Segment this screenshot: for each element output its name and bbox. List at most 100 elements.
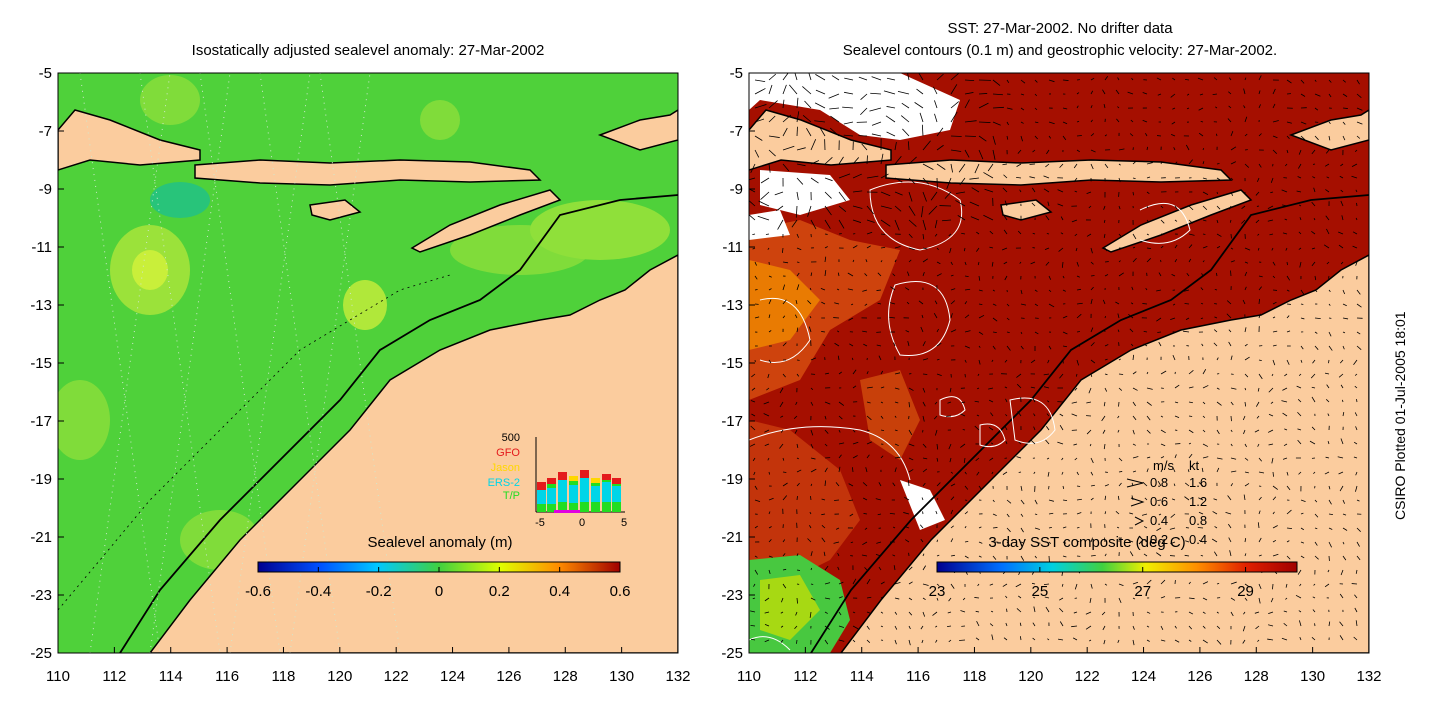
y-tick-label: -13 [721, 297, 743, 314]
sumba-land [309, 199, 362, 221]
sst-cooler-patch [749, 220, 900, 400]
australia-land [840, 254, 1369, 653]
sst-cooler-patch [749, 260, 820, 350]
colorbar-tick-label: -0.4 [305, 583, 331, 600]
y-tick-label: -7 [39, 123, 52, 140]
x-tick-label: 128 [553, 668, 578, 685]
data-count-inset: 500 GFO Jason ERS-2 T/P -5 0 5 [488, 432, 627, 529]
colorbar-tick-label: 0.2 [489, 583, 510, 600]
australia-land [149, 254, 678, 653]
x-tick-label: 124 [440, 668, 465, 685]
sla-shelf-patch [530, 200, 670, 260]
velocity-legend-kt: 1.2 [1189, 494, 1207, 509]
x-tick-label: 116 [215, 668, 239, 685]
colorbar-tick-label: 0.4 [549, 583, 570, 600]
velocity-legend: m/s kt 0.8 1.6 0.6 1.2 0.4 0.8 0.2 0.4 [1126, 458, 1207, 547]
x-tick-label: 126 [496, 668, 521, 685]
right-map [749, 73, 1369, 653]
inset-bars [537, 470, 621, 513]
y-tick-label: -23 [721, 587, 743, 604]
x-tick-label: 114 [159, 668, 183, 685]
colorbar-tick-label: 0 [435, 583, 443, 600]
y-tick-label: -11 [31, 239, 52, 256]
colorbar-tick-label: 23 [929, 583, 946, 600]
lesser-sunda-land [885, 159, 1233, 186]
colorbar-tick-label: 27 [1134, 583, 1151, 600]
sla-high-patch [140, 75, 200, 125]
velocity-legend-kt: 0.4 [1189, 532, 1207, 547]
sla-high-patch [58, 380, 110, 460]
x-tick-label: 116 [906, 668, 930, 685]
x-tick-label: 118 [962, 668, 986, 685]
right-panel-title-line1: SST: 27-Mar-2002. No drifter data [947, 20, 1173, 37]
x-tick-label: 126 [1187, 668, 1212, 685]
x-tick-label: 128 [1244, 668, 1269, 685]
sst-colorbar-ramp [936, 561, 1298, 573]
inset-legend-ers2: ERS-2 [488, 477, 520, 489]
velocity-legend-kt: 1.6 [1189, 475, 1207, 490]
no-data-cloud [900, 480, 945, 530]
inset-legend-gfo: GFO [496, 447, 520, 459]
x-tick-label: 132 [665, 668, 690, 685]
sla-high-patch [420, 100, 460, 140]
tanimbar-land [1288, 109, 1369, 151]
no-data-cloud [749, 73, 960, 140]
inset-legend-tp: T/P [503, 490, 520, 502]
java-land [749, 109, 892, 171]
sst-patch [860, 370, 920, 460]
lesser-sunda-land [194, 159, 542, 186]
no-data-cloud [749, 210, 790, 240]
velocity-legend-ms: 0.4 [1150, 513, 1168, 528]
x-tick-label: 130 [1300, 668, 1325, 685]
y-tick-label: -19 [30, 471, 52, 488]
x-tick-label: 114 [850, 668, 874, 685]
java-land [58, 109, 201, 171]
inset-xtick: 5 [621, 517, 627, 529]
sst-cooler-patch [749, 420, 860, 580]
x-tick-label: 124 [1131, 668, 1156, 685]
tanimbar-land [597, 109, 678, 151]
sla-colorbar-label: Sealevel anomaly (m) [367, 534, 512, 551]
shelf-break-contour [810, 194, 1369, 653]
y-tick-label: -23 [30, 587, 52, 604]
colorbar-tick-label: 25 [1032, 583, 1049, 600]
x-tick-label: 110 [737, 668, 761, 685]
left-map [58, 73, 678, 653]
y-tick-label: -15 [30, 355, 52, 372]
shelf-break-contour [119, 194, 678, 653]
inset-ymax-label: 500 [502, 432, 520, 444]
credit-label: CSIRO Plotted 01-Jul-2005 18:01 [1392, 311, 1408, 520]
y-tick-label: -17 [721, 413, 743, 430]
timor-land [410, 189, 562, 253]
y-tick-label: -21 [30, 529, 52, 546]
sumba-land [1000, 199, 1053, 221]
inset-xtick: 0 [579, 517, 585, 529]
sst-colorbar: 3-day SST composite (deg C) 23 25 27 29 [929, 534, 1298, 600]
x-tick-label: 122 [384, 668, 409, 685]
y-tick-label: -21 [721, 529, 743, 546]
x-tick-label: 132 [1356, 668, 1381, 685]
x-tick-label: 120 [327, 668, 352, 685]
sealevel-contours [749, 181, 1191, 651]
x-tick-label: 130 [609, 668, 634, 685]
x-tick-label: 122 [1075, 668, 1100, 685]
no-data-cloud [760, 170, 850, 215]
velocity-legend-ms: 0.8 [1150, 475, 1168, 490]
left-axes: 110 112 114 116 118 120 122 124 126 128 130 132 -5 -7… [30, 65, 690, 685]
velocity-legend-arrow [1126, 478, 1144, 488]
velocity-legend-header-ms: m/s [1153, 458, 1174, 473]
velocity-legend-ms: 0.6 [1150, 494, 1168, 509]
y-tick-label: -11 [722, 239, 743, 256]
colorbar-tick-label: -0.6 [245, 583, 271, 600]
velocity-legend-arrow [1134, 516, 1145, 526]
x-tick-label: 110 [46, 668, 70, 685]
isobath-dotted [58, 274, 451, 611]
y-tick-label: -7 [730, 123, 743, 140]
y-tick-label: -15 [721, 355, 743, 372]
sla-low-patch [150, 182, 210, 218]
y-tick-label: -5 [39, 65, 52, 82]
colorbar-tick-label: 0.6 [610, 583, 631, 600]
sla-colorbar: Sealevel anomaly (m) -0.6 -0.4 -0.2 0 0.2 0.4… [245, 534, 630, 600]
colorbar-tick-label: -0.2 [366, 583, 392, 600]
left-panel-title: Isostatically adjusted sealevel anomaly:… [191, 42, 545, 59]
